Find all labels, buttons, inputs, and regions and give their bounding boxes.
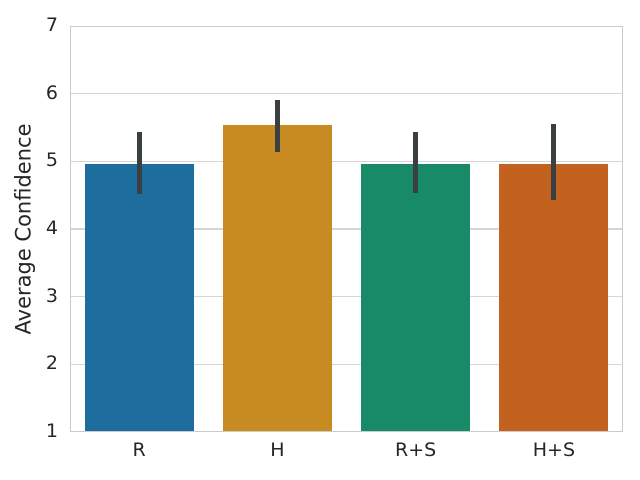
y-tick-label-4: 4 bbox=[45, 217, 58, 240]
y-axis-tick-labels: 1 2 3 4 5 6 7 bbox=[0, 16, 60, 441]
x-axis-tick-labels: R H R+S H+S bbox=[70, 440, 623, 466]
y-tick-label-2: 2 bbox=[45, 352, 58, 375]
x-tick-label-H: H bbox=[270, 439, 285, 461]
x-tick-label-R+S: R+S bbox=[395, 439, 437, 461]
y-tick-label-1: 1 bbox=[45, 420, 58, 443]
error-bar-H bbox=[274, 99, 280, 152]
gridline-y-2 bbox=[70, 363, 623, 366]
y-tick-label-5: 5 bbox=[45, 149, 58, 172]
plot-area bbox=[70, 26, 623, 432]
x-tick-label-H+S: H+S bbox=[532, 439, 576, 461]
error-bar-R bbox=[136, 131, 142, 195]
gridline-y-6 bbox=[70, 92, 623, 95]
gridline-y-3 bbox=[70, 295, 623, 298]
bar-R bbox=[84, 164, 194, 432]
error-bar-H+S bbox=[551, 124, 557, 200]
bar-H bbox=[222, 125, 332, 432]
y-tick-label-3: 3 bbox=[45, 284, 58, 307]
x-tick-label-R: R bbox=[132, 439, 146, 461]
gridline-y-5 bbox=[70, 160, 623, 163]
y-tick-label-7: 7 bbox=[45, 14, 58, 37]
gridline-y-4 bbox=[70, 228, 623, 230]
bar-H+S bbox=[499, 164, 609, 432]
bar-R+S bbox=[361, 164, 471, 432]
y-tick-label-6: 6 bbox=[45, 81, 58, 104]
error-bar-R+S bbox=[413, 131, 419, 194]
